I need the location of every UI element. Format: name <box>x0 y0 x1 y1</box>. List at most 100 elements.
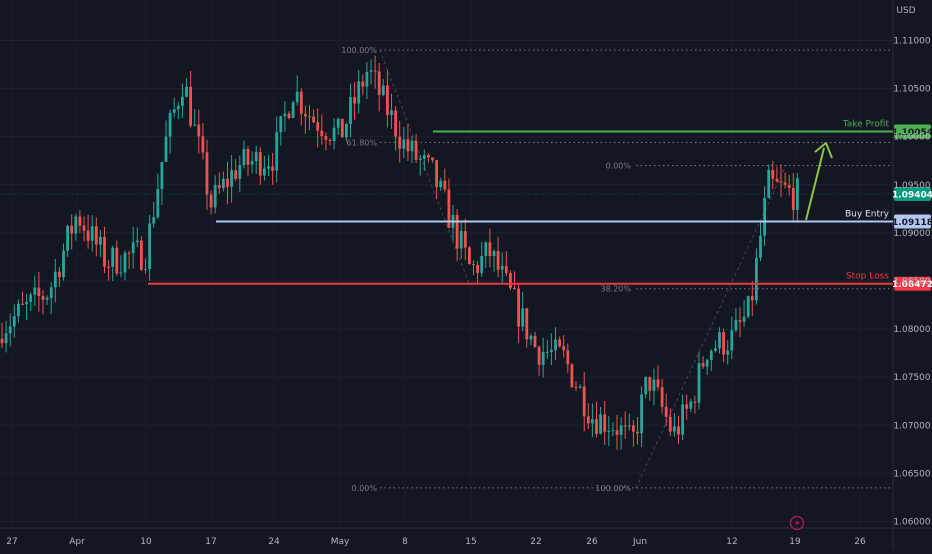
candle[interactable] <box>730 316 734 360</box>
candle[interactable] <box>693 395 697 414</box>
candle[interactable] <box>226 161 229 205</box>
candle[interactable] <box>62 243 65 281</box>
candle[interactable] <box>17 299 20 323</box>
candle[interactable] <box>668 408 672 436</box>
candle[interactable] <box>140 236 143 272</box>
candle[interactable] <box>554 327 557 361</box>
candle[interactable] <box>49 282 53 315</box>
candle[interactable] <box>718 327 721 354</box>
candle[interactable] <box>271 152 274 185</box>
candle[interactable] <box>230 155 233 203</box>
candle[interactable] <box>222 171 225 192</box>
lightning-icon[interactable] <box>789 515 805 531</box>
candle[interactable] <box>562 335 566 358</box>
candle[interactable] <box>759 222 762 262</box>
candle[interactable] <box>4 320 8 353</box>
candle[interactable] <box>246 146 250 177</box>
candle[interactable] <box>632 419 635 447</box>
candle[interactable] <box>45 295 49 305</box>
candle[interactable] <box>619 416 623 450</box>
candle[interactable] <box>439 177 443 191</box>
candle[interactable] <box>41 290 45 315</box>
candle[interactable] <box>431 157 434 163</box>
candle[interactable] <box>767 164 771 199</box>
candle[interactable] <box>283 101 287 132</box>
candle[interactable] <box>201 123 205 160</box>
candle[interactable] <box>148 215 151 281</box>
candle[interactable] <box>607 416 611 446</box>
candle[interactable] <box>681 394 684 440</box>
candle[interactable] <box>336 117 340 135</box>
candle[interactable] <box>168 109 172 154</box>
candle[interactable] <box>623 411 627 439</box>
candle[interactable] <box>242 140 246 169</box>
candle[interactable] <box>160 161 164 205</box>
candle[interactable] <box>611 422 615 437</box>
projection-arrow[interactable] <box>805 142 833 221</box>
candle[interactable] <box>406 124 410 161</box>
candle[interactable] <box>685 394 689 420</box>
candle[interactable] <box>677 415 680 445</box>
candle[interactable] <box>783 172 787 189</box>
candle[interactable] <box>746 295 750 319</box>
candle[interactable] <box>304 105 307 134</box>
candle[interactable] <box>99 230 102 257</box>
candle[interactable] <box>537 345 541 376</box>
candle[interactable] <box>345 122 348 142</box>
candle[interactable] <box>422 149 426 171</box>
candle[interactable] <box>53 259 57 303</box>
candle[interactable] <box>500 252 504 283</box>
candle[interactable] <box>394 106 397 151</box>
candle[interactable] <box>660 379 664 414</box>
candle[interactable] <box>58 266 61 287</box>
candle[interactable] <box>533 331 537 348</box>
candle[interactable] <box>377 62 381 112</box>
candle[interactable] <box>476 261 479 284</box>
candle[interactable] <box>636 416 639 445</box>
candle[interactable] <box>369 59 373 85</box>
candle[interactable] <box>197 109 201 154</box>
candle[interactable] <box>463 218 467 261</box>
time-axis[interactable]: 27 Apr 10 17 24 May 8 15 22 26 Jun 12 19 26 <box>6 537 866 547</box>
candle[interactable] <box>111 245 115 282</box>
candle[interactable] <box>722 328 725 363</box>
candle[interactable] <box>205 139 209 210</box>
candle[interactable] <box>361 74 365 96</box>
candle[interactable] <box>328 138 332 146</box>
candle[interactable] <box>254 145 258 175</box>
candle[interactable] <box>299 88 303 126</box>
candle[interactable] <box>291 100 295 119</box>
candle[interactable] <box>263 155 266 181</box>
candle[interactable] <box>644 376 648 399</box>
candle[interactable] <box>213 175 217 214</box>
candle[interactable] <box>566 343 570 373</box>
candle[interactable] <box>390 93 393 129</box>
candle[interactable] <box>755 248 758 305</box>
candle[interactable] <box>550 333 553 366</box>
candle[interactable] <box>714 340 717 353</box>
candle[interactable] <box>427 153 430 163</box>
candle[interactable] <box>726 339 730 365</box>
candle[interactable] <box>267 154 270 176</box>
candle[interactable] <box>123 250 127 281</box>
candle[interactable] <box>238 155 242 193</box>
candle[interactable] <box>0 322 4 349</box>
candle[interactable] <box>357 69 361 114</box>
candle[interactable] <box>119 255 123 278</box>
candle[interactable] <box>127 250 131 270</box>
candle[interactable] <box>545 339 549 359</box>
candle[interactable] <box>66 224 69 257</box>
candle[interactable] <box>734 308 738 333</box>
candle[interactable] <box>193 109 197 127</box>
candle[interactable] <box>209 190 213 215</box>
candle[interactable] <box>94 217 98 257</box>
candle[interactable] <box>656 365 660 391</box>
candle[interactable] <box>787 175 791 196</box>
candle[interactable] <box>488 228 492 268</box>
candle[interactable] <box>673 413 676 437</box>
candle[interactable] <box>234 159 238 182</box>
candle[interactable] <box>738 307 742 338</box>
candle[interactable] <box>496 236 500 278</box>
